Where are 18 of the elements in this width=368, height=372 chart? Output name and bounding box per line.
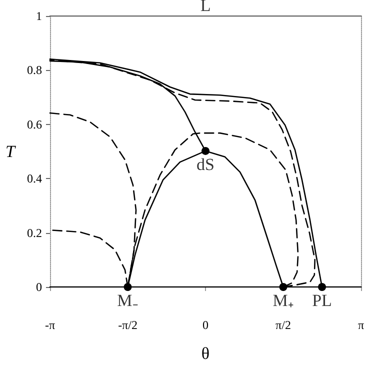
y-tick-label: 1 bbox=[36, 9, 42, 23]
y-tick-label: 0.4 bbox=[27, 172, 42, 186]
x-tick-label: -π/2 bbox=[118, 318, 138, 332]
annotation: M₊ bbox=[272, 291, 294, 310]
y-axis-title: T bbox=[6, 142, 17, 161]
annotation: L bbox=[200, 0, 211, 15]
x-tick-label: π bbox=[358, 318, 364, 332]
x-tick-label: -π bbox=[44, 318, 56, 332]
y-tick-label: 0.2 bbox=[27, 226, 42, 240]
x-tick-label: π/2 bbox=[276, 318, 291, 332]
y-tick-label: 0.8 bbox=[27, 63, 42, 78]
y-tick-label: 0.6 bbox=[27, 117, 42, 132]
annotation: PL bbox=[312, 291, 332, 310]
annotation: dS bbox=[196, 154, 214, 174]
y-tick-label: 0 bbox=[36, 280, 42, 294]
annotation: M₋ bbox=[117, 291, 138, 310]
x-tick-label: 0 bbox=[202, 318, 208, 332]
x-axis-title: θ bbox=[201, 344, 210, 363]
